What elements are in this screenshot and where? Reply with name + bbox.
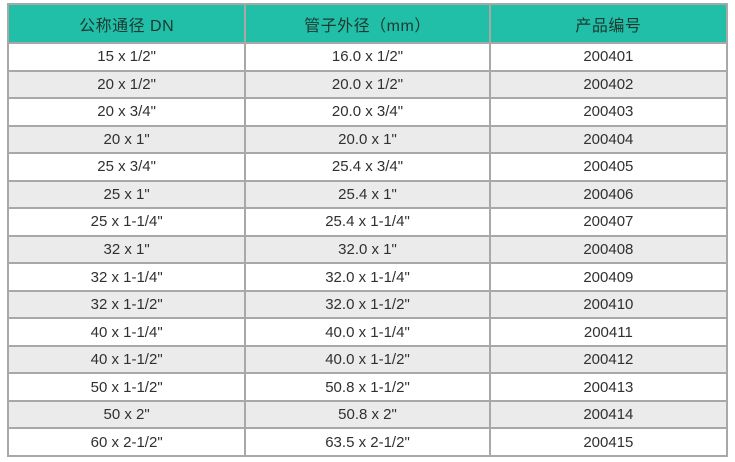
table-row: 25 x 1" 25.4 x 1" 200406 <box>6 179 729 210</box>
cell-pipe-outer-diameter: 63.5 x 2-1/2" <box>244 427 491 457</box>
cell-product-code: 200409 <box>488 262 729 292</box>
cell-product-code: 200407 <box>488 207 729 237</box>
column-header-nominal-diameter: 公称通径 DN <box>6 3 247 44</box>
cell-product-code: 200415 <box>488 427 729 457</box>
cell-pipe-outer-diameter: 40.0 x 1-1/4" <box>244 317 491 347</box>
table-row: 60 x 2-1/2" 63.5 x 2-1/2" 200415 <box>6 427 729 457</box>
table-row: 40 x 1-1/2" 40.0 x 1-1/2" 200412 <box>6 344 729 375</box>
column-header-pipe-outer-diameter: 管子外径（mm） <box>244 3 491 44</box>
table-row: 20 x 3/4" 20.0 x 3/4" 200403 <box>6 97 729 127</box>
cell-nominal-diameter: 25 x 3/4" <box>6 152 247 182</box>
cell-pipe-outer-diameter: 25.4 x 1-1/4" <box>244 207 491 237</box>
cell-pipe-outer-diameter: 40.0 x 1-1/2" <box>244 344 491 375</box>
cell-nominal-diameter: 40 x 1-1/2" <box>6 344 247 375</box>
cell-nominal-diameter: 32 x 1" <box>6 234 247 265</box>
table-row: 50 x 1-1/2" 50.8 x 1-1/2" 200413 <box>6 372 729 402</box>
cell-nominal-diameter: 32 x 1-1/4" <box>6 262 247 292</box>
cell-nominal-diameter: 20 x 3/4" <box>6 97 247 127</box>
table-row: 20 x 1" 20.0 x 1" 200404 <box>6 124 729 155</box>
cell-nominal-diameter: 50 x 2" <box>6 399 247 430</box>
cell-nominal-diameter: 20 x 1/2" <box>6 69 247 100</box>
cell-pipe-outer-diameter: 50.8 x 2" <box>244 399 491 430</box>
table-row: 32 x 1" 32.0 x 1" 200408 <box>6 234 729 265</box>
cell-pipe-outer-diameter: 32.0 x 1-1/2" <box>244 289 491 320</box>
cell-pipe-outer-diameter: 32.0 x 1" <box>244 234 491 265</box>
cell-product-code: 200405 <box>488 152 729 182</box>
table-row: 25 x 3/4" 25.4 x 3/4" 200405 <box>6 152 729 182</box>
cell-nominal-diameter: 15 x 1/2" <box>6 42 247 72</box>
table-row: 32 x 1-1/2" 32.0 x 1-1/2" 200410 <box>6 289 729 320</box>
cell-product-code: 200412 <box>488 344 729 375</box>
cell-product-code: 200403 <box>488 97 729 127</box>
cell-pipe-outer-diameter: 16.0 x 1/2" <box>244 42 491 72</box>
cell-product-code: 200408 <box>488 234 729 265</box>
table-row: 20 x 1/2" 20.0 x 1/2" 200402 <box>6 69 729 100</box>
table-row: 15 x 1/2" 16.0 x 1/2" 200401 <box>6 42 729 72</box>
cell-pipe-outer-diameter: 20.0 x 1" <box>244 124 491 155</box>
table-row: 32 x 1-1/4" 32.0 x 1-1/4" 200409 <box>6 262 729 292</box>
cell-product-code: 200401 <box>488 42 729 72</box>
cell-nominal-diameter: 32 x 1-1/2" <box>6 289 247 320</box>
table-row: 40 x 1-1/4" 40.0 x 1-1/4" 200411 <box>6 317 729 347</box>
cell-pipe-outer-diameter: 20.0 x 3/4" <box>244 97 491 127</box>
cell-nominal-diameter: 60 x 2-1/2" <box>6 427 247 457</box>
cell-pipe-outer-diameter: 50.8 x 1-1/2" <box>244 372 491 402</box>
cell-product-code: 200402 <box>488 69 729 100</box>
cell-nominal-diameter: 25 x 1" <box>6 179 247 210</box>
cell-nominal-diameter: 25 x 1-1/4" <box>6 207 247 237</box>
cell-nominal-diameter: 40 x 1-1/4" <box>6 317 247 347</box>
cell-pipe-outer-diameter: 32.0 x 1-1/4" <box>244 262 491 292</box>
cell-product-code: 200404 <box>488 124 729 155</box>
cell-nominal-diameter: 20 x 1" <box>6 124 247 155</box>
cell-product-code: 200411 <box>488 317 729 347</box>
cell-product-code: 200413 <box>488 372 729 402</box>
header-row: 公称通径 DN 管子外径（mm） 产品编号 <box>6 3 729 44</box>
table-row: 50 x 2" 50.8 x 2" 200414 <box>6 399 729 430</box>
column-header-product-code: 产品编号 <box>488 3 729 44</box>
cell-product-code: 200406 <box>488 179 729 210</box>
cell-pipe-outer-diameter: 25.4 x 1" <box>244 179 491 210</box>
cell-product-code: 200414 <box>488 399 729 430</box>
cell-product-code: 200410 <box>488 289 729 320</box>
product-spec-table: 公称通径 DN 管子外径（mm） 产品编号 15 x 1/2" 16.0 x 1… <box>6 3 729 457</box>
cell-nominal-diameter: 50 x 1-1/2" <box>6 372 247 402</box>
table-row: 25 x 1-1/4" 25.4 x 1-1/4" 200407 <box>6 207 729 237</box>
cell-pipe-outer-diameter: 25.4 x 3/4" <box>244 152 491 182</box>
cell-pipe-outer-diameter: 20.0 x 1/2" <box>244 69 491 100</box>
